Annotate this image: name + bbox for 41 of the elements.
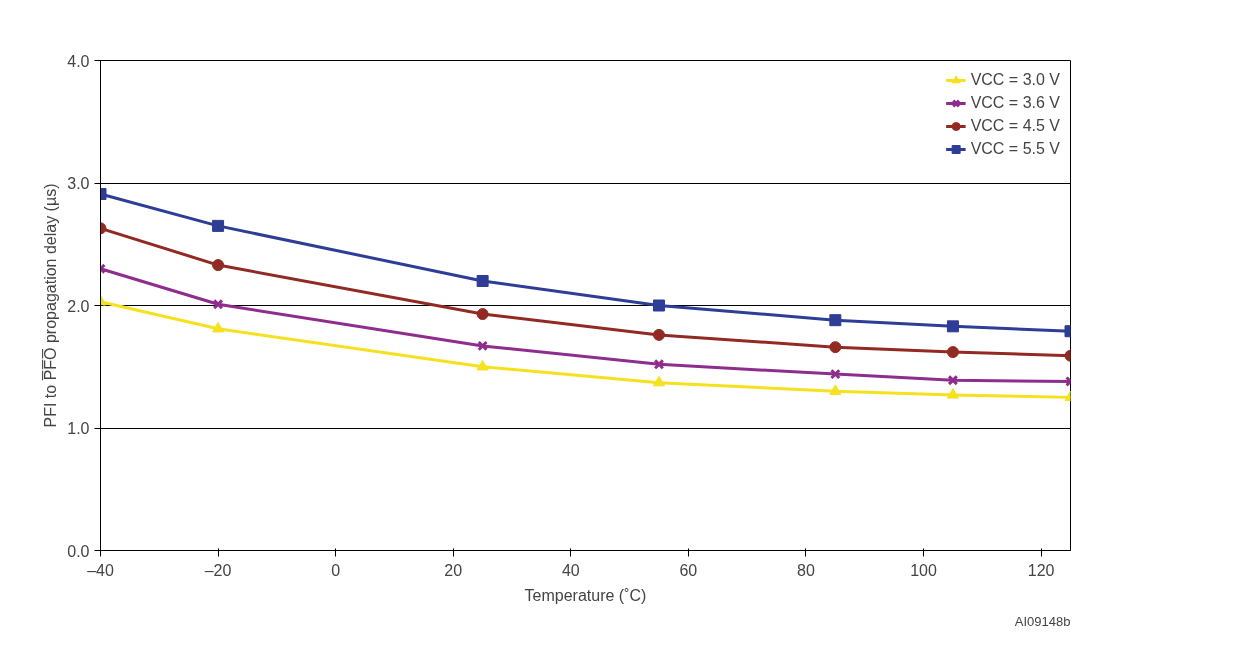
- point: [652, 299, 665, 312]
- y-tick-label: 2.0: [67, 297, 90, 315]
- point: [829, 384, 842, 395]
- legend-label: VCC = 3.0 V: [970, 71, 1060, 89]
- point: [652, 375, 665, 387]
- point: [476, 359, 489, 371]
- x-tick-label: 0: [331, 561, 341, 579]
- point: [476, 275, 489, 287]
- point: [946, 388, 959, 399]
- legend-label: VCC = 3.6 V: [970, 94, 1060, 112]
- x-tick-label: 60: [679, 561, 698, 579]
- point: [212, 321, 225, 333]
- point: [212, 219, 225, 232]
- x-tick-label: 20: [444, 561, 463, 579]
- x-axis-title: Temperature (˚C): [524, 586, 647, 604]
- point: [946, 346, 959, 359]
- legend-label: VCC = 5.5 V: [970, 140, 1060, 158]
- point: [829, 314, 842, 327]
- point: [477, 340, 489, 352]
- point: [947, 374, 959, 386]
- y-tick-label: 4.0: [67, 52, 90, 70]
- y-tick-label: 3.0: [67, 175, 90, 192]
- y-tick-label: 0.0: [67, 542, 90, 560]
- x-tick-label: 40: [561, 561, 580, 579]
- point: [212, 298, 224, 310]
- point: [653, 358, 665, 370]
- x-tick-label: –20: [204, 561, 232, 579]
- point: [476, 308, 489, 321]
- point: [212, 259, 225, 272]
- point: [946, 320, 959, 333]
- point: [829, 341, 842, 354]
- x-tick-label: 100: [910, 561, 937, 579]
- x-tick-label: –40: [87, 561, 114, 579]
- legend-label: VCC = 4.5 V: [970, 117, 1060, 135]
- text: AI09148b: [1014, 613, 1071, 629]
- x-tick-label: 120: [1027, 561, 1055, 579]
- point: [652, 328, 665, 341]
- y-axis-title: PFI to P̅F̅O̅ propagation delay (µs): [42, 183, 60, 428]
- point: [829, 368, 841, 380]
- x-tick-label: 80: [797, 561, 815, 579]
- y-tick-label: 1.0: [67, 420, 90, 437]
